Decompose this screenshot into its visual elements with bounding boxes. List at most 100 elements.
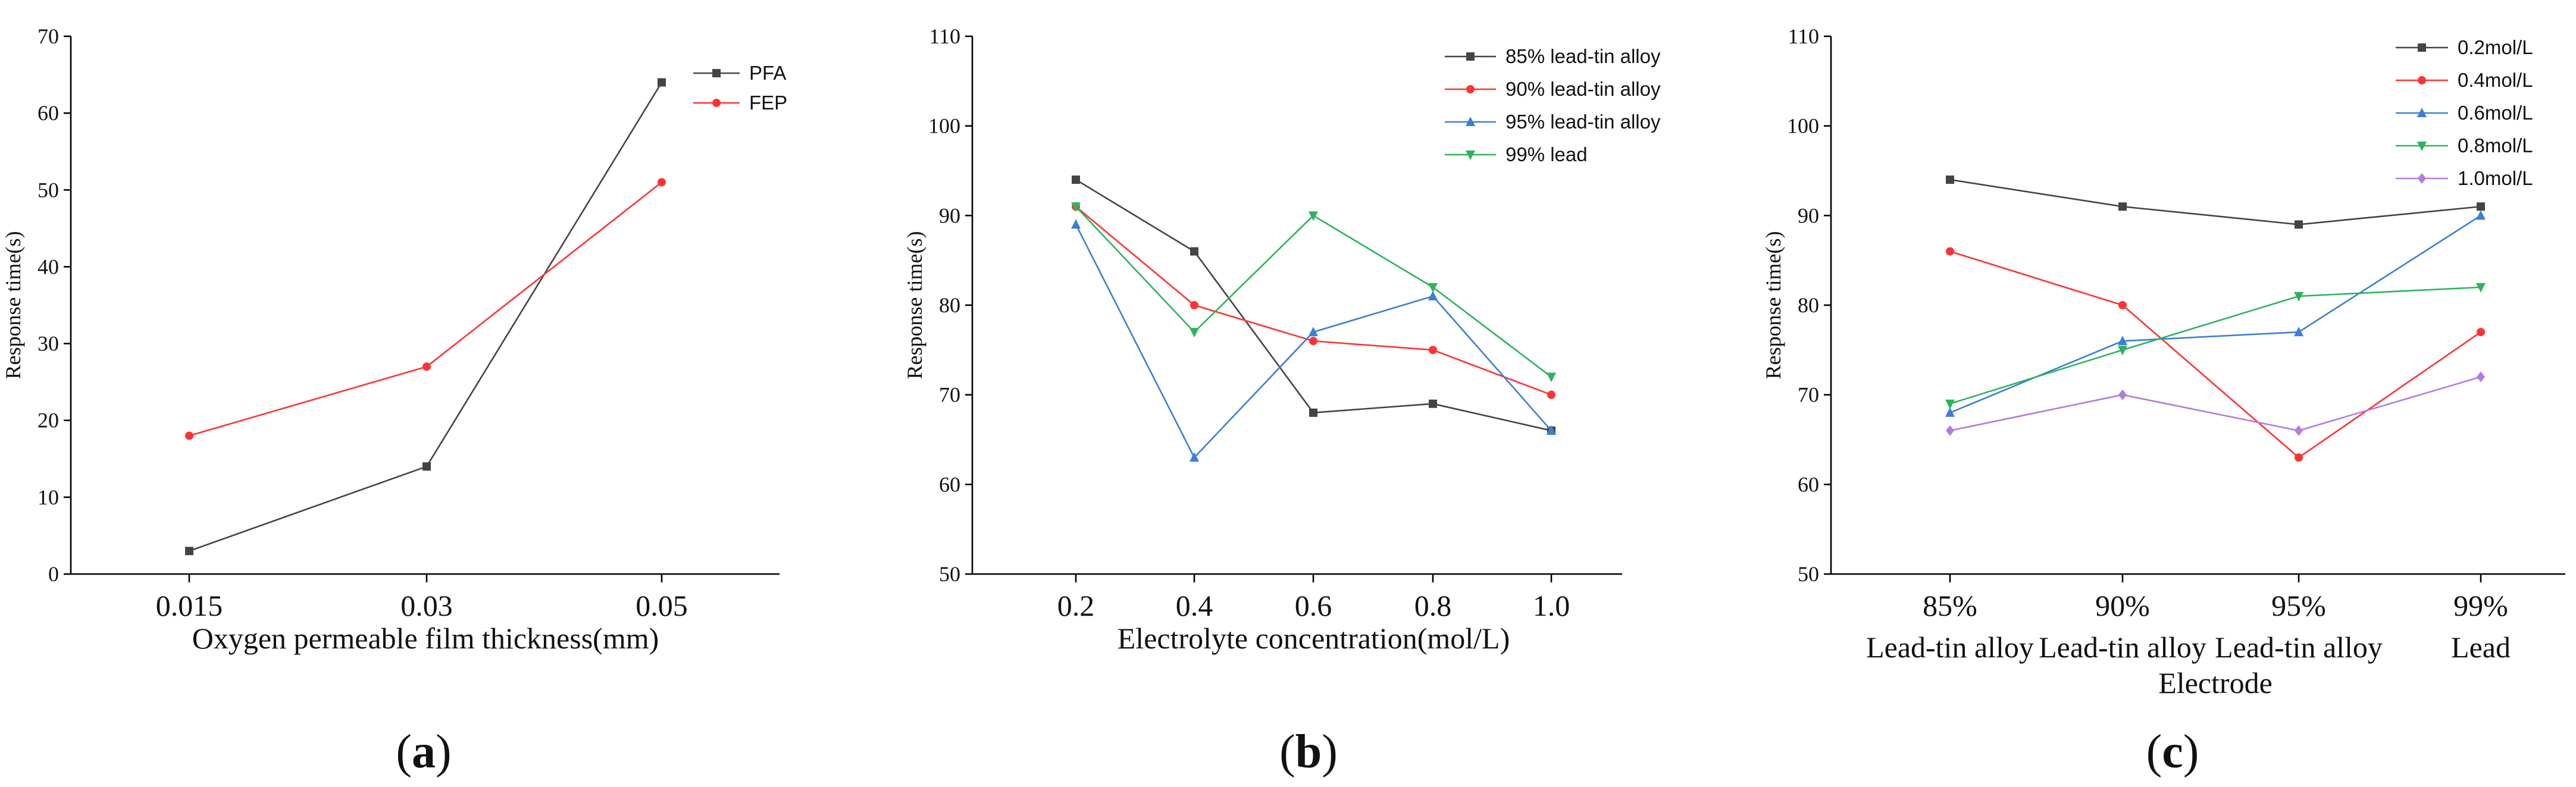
series-3 <box>1071 219 1556 462</box>
legend-label: 1.0mol/L <box>2458 167 2533 189</box>
series-1 <box>185 78 666 556</box>
y-tick-label: 50 <box>37 178 59 202</box>
data-point <box>1946 247 1954 256</box>
data-point <box>1190 452 1199 462</box>
y-tick-label: 80 <box>939 293 960 317</box>
data-point <box>1946 175 1954 184</box>
y-axis-title: Response time(s) <box>1761 231 1785 380</box>
x-tick-label: 95% <box>2271 589 2326 622</box>
data-point <box>2118 202 2127 211</box>
y-axis-title: Response time(s) <box>903 231 927 380</box>
y-tick-label: 100 <box>1787 114 1819 138</box>
legend-swatch-marker <box>1466 85 1475 93</box>
data-point <box>1309 327 1318 337</box>
x-tick-sublabel: Lead-tin alloy <box>2215 631 2383 664</box>
legend-label: PFA <box>749 62 786 84</box>
x-tick-label: 0.4 <box>1176 589 1213 622</box>
x-tick-label: 0.015 <box>156 589 223 622</box>
series-line <box>189 181 662 437</box>
y-tick-label: 50 <box>939 562 960 586</box>
y-tick-label: 90 <box>1798 203 1819 227</box>
series-2 <box>1072 202 1555 399</box>
legend-swatch-marker <box>712 99 721 107</box>
legend: 0.2mol/L 0.4mol/L 0.6mol/L 0.8mol/L 1.0mol/L <box>2396 36 2533 189</box>
data-point <box>2118 301 2127 309</box>
legend-swatch-marker <box>2418 43 2426 52</box>
data-point <box>1190 328 1199 338</box>
legend-swatch-marker <box>1466 52 1475 61</box>
x-tick-label: 0.05 <box>636 589 688 622</box>
series-line <box>1949 178 2481 225</box>
x-tick-sublabel: Lead-tin alloy <box>1866 631 2034 664</box>
data-point <box>1309 337 1317 346</box>
panel-label: (c) <box>2146 726 2199 778</box>
y-tick-label: 80 <box>1798 293 1819 317</box>
y-tick-label: 110 <box>1788 24 1819 48</box>
data-point <box>2477 371 2485 382</box>
data-point <box>185 547 193 556</box>
legend-label: 0.8mol/L <box>2458 134 2533 156</box>
data-point <box>2477 328 2485 337</box>
y-tick-label: 70 <box>1798 383 1819 407</box>
legend-label: 90% lead-tin alloy <box>1505 78 1661 100</box>
data-point <box>1309 211 1318 221</box>
legend-label: FEP <box>749 92 787 114</box>
legend: 85% lead-tin alloy 90% lead-tin alloy 95% … <box>1445 45 1661 165</box>
legend-swatch-marker <box>712 69 721 77</box>
panel-paren-open: ( <box>2146 726 2162 778</box>
data-point <box>2295 453 2303 462</box>
y-tick-label: 90 <box>939 203 960 227</box>
data-point <box>1945 399 1955 409</box>
data-point <box>1072 175 1080 184</box>
x-axis-title: Oxygen permeable film thickness(mm) <box>192 622 659 655</box>
chart-c: 50 60 70 80 90 100 110 85% 90% 95% 99% Lead-tin all… <box>1761 24 2565 778</box>
panel-label: (b) <box>1279 726 1338 778</box>
x-axis-title: Electrode <box>2158 666 2273 700</box>
series-line <box>1949 250 2481 459</box>
y-tick-label: 60 <box>37 101 59 125</box>
panel-letter: a <box>412 726 436 778</box>
series-5 <box>1946 371 2485 436</box>
data-point <box>2476 210 2486 220</box>
x-tick-label: 0.03 <box>400 589 453 622</box>
x-tick-label: 0.2 <box>1057 589 1095 622</box>
legend-swatch-marker <box>2417 142 2427 151</box>
series-4 <box>1945 283 2486 409</box>
series-line <box>1075 206 1552 396</box>
data-point <box>1428 290 1438 300</box>
y-tick-label: 20 <box>37 409 59 432</box>
panel-letter: c <box>2162 726 2183 778</box>
chart-b: 50 60 70 80 90 100 110 0.2 0.4 0.6 0.8 1.0 Electroly… <box>903 24 1661 778</box>
legend-label: 95% lead-tin alloy <box>1505 111 1661 133</box>
data-point <box>2118 336 2127 346</box>
data-point <box>1309 408 1317 417</box>
legend-label: 85% lead-tin alloy <box>1505 45 1661 67</box>
legend-label: 0.4mol/L <box>2458 69 2533 91</box>
y-tick-label: 0 <box>48 562 59 586</box>
series-4 <box>1071 202 1556 382</box>
panel-letter: b <box>1295 726 1322 778</box>
x-tick-label: 1.0 <box>1533 589 1570 622</box>
data-point <box>658 178 666 187</box>
panel-paren-close: ) <box>2183 726 2199 778</box>
data-point <box>2476 283 2486 293</box>
data-point <box>1428 283 1438 293</box>
y-tick-label: 10 <box>37 485 59 509</box>
data-point <box>1429 399 1437 408</box>
x-tick-label: 0.6 <box>1295 589 1332 622</box>
data-point <box>2118 346 2127 356</box>
legend-swatch-marker <box>1466 150 1475 160</box>
series-line <box>1949 376 2481 432</box>
data-point <box>2294 291 2303 302</box>
data-point <box>1946 425 1954 436</box>
data-point <box>2294 327 2303 337</box>
data-point <box>1547 390 1555 399</box>
y-tick-label: 70 <box>37 24 59 48</box>
series-line <box>189 81 663 552</box>
panel-paren-open: ( <box>1279 726 1295 778</box>
data-point <box>2295 220 2303 229</box>
data-point <box>422 362 431 371</box>
data-point <box>422 462 431 471</box>
series-line <box>1949 215 2481 414</box>
data-point <box>2477 202 2485 211</box>
